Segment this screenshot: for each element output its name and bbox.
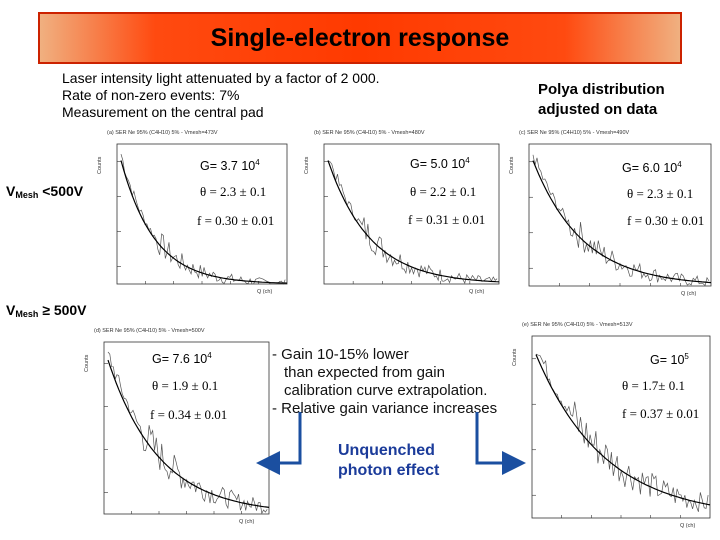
gain-a-exp: 4 xyxy=(255,158,260,167)
gain-c-base: G= 6.0 10 xyxy=(622,161,678,175)
plot-e-svg: Counts Q (ch) xyxy=(512,335,711,529)
gain-d: G= 7.6 104 xyxy=(152,351,212,366)
plot-e-fit-curve xyxy=(535,354,711,506)
plot-e-ylabel: Counts xyxy=(512,348,518,366)
gain-a-base: G= 3.7 10 xyxy=(200,159,256,173)
plot-d-fit-curve xyxy=(107,359,270,508)
vmesh-above-sub: Mesh xyxy=(15,309,39,319)
slide-title: Single-electron response xyxy=(210,23,510,52)
gain-b-exp: 4 xyxy=(465,156,470,165)
comments-block: - Gain 10-15% lower than expected from g… xyxy=(272,346,497,418)
ser-plot-c: (c) SER Ne 95% (C4H10) 5% - Vmesh=490V C… xyxy=(505,130,717,300)
gain-c: G= 6.0 104 xyxy=(622,160,682,175)
title-banner: Single-electron response xyxy=(38,12,682,64)
polya-line-2: adjusted on data xyxy=(538,101,658,118)
plot-e-header: (e) SER Ne 95% (C4H10) 5% - Vmesh=513V xyxy=(522,322,633,328)
theta-a: θ = 2.3 ± 0.1 xyxy=(200,184,267,199)
f-e: f = 0.37 ± 0.01 xyxy=(622,406,700,421)
plot-b-svg: Counts Q (ch) xyxy=(304,143,500,295)
theta-b: θ = 2.2 ± 0.1 xyxy=(410,184,477,199)
vmesh-above-rest: ≥ 500V xyxy=(38,302,87,318)
gain-e-exp: 5 xyxy=(684,352,689,361)
plot-d-ylabel: Counts xyxy=(84,354,90,372)
vmesh-above-label: VMesh ≥ 500V xyxy=(6,302,87,319)
f-c: f = 0.30 ± 0.01 xyxy=(627,213,705,228)
plot-c-xlabel: Q (ch) xyxy=(681,291,696,297)
plot-a-header: (a) SER Ne 95% (C4H10) 5% - Vmesh=473V xyxy=(107,130,218,136)
plot-c-ylabel: Counts xyxy=(509,156,515,174)
ser-plot-a: (a) SER Ne 95% (C4H10) 5% - Vmesh=473V C… xyxy=(93,130,293,298)
vmesh-below-sub: Mesh xyxy=(15,190,39,200)
plot-c-fit-curve xyxy=(532,160,712,284)
comment-line-2: than expected from gain xyxy=(284,364,445,381)
plot-a-svg: Counts Q (ch) xyxy=(97,143,288,295)
vmesh-below-rest: <500V xyxy=(38,183,84,199)
plot-d-histogram xyxy=(107,351,268,515)
plot-e-xlabel: Q (ch) xyxy=(680,523,695,529)
intro-line-2: Rate of non-zero events: 7% xyxy=(62,87,240,103)
plot-a-xlabel: Q (ch) xyxy=(257,289,272,295)
vmesh-below-label: VMesh <500V xyxy=(6,183,83,200)
f-d: f = 0.34 ± 0.01 xyxy=(150,407,228,422)
plot-a-ylabel: Counts xyxy=(97,156,103,174)
gain-d-exp: 4 xyxy=(207,351,212,360)
plot-d-header: (d) SER Ne 95% (C4H10) 5% - Vmesh=500V xyxy=(94,328,205,334)
ser-plot-d: (d) SER Ne 95% (C4H10) 5% - Vmesh=500V C… xyxy=(80,328,275,528)
plot-b-header: (b) SER Ne 95% (C4H10) 5% - Vmesh=480V xyxy=(314,130,425,136)
plot-b-ylabel: Counts xyxy=(304,156,310,174)
polya-note: Polya distribution adjusted on data xyxy=(538,80,665,120)
intro-text: Laser intensity light attenuated by a fa… xyxy=(62,70,380,121)
f-a: f = 0.30 ± 0.01 xyxy=(197,213,275,228)
unquenched-line-1: Unquenched xyxy=(338,442,435,459)
theta-c: θ = 2.3 ± 0.1 xyxy=(627,186,694,201)
vmesh-above-v: V xyxy=(6,302,16,318)
gain-e: G= 105 xyxy=(650,352,689,367)
gain-c-exp: 4 xyxy=(677,160,682,169)
gain-b-base: G= 5.0 10 xyxy=(410,157,466,171)
comment-line-4: - Relative gain variance increases xyxy=(272,400,498,417)
plot-e-histogram xyxy=(535,353,709,512)
plot-d-xlabel: Q (ch) xyxy=(239,519,254,525)
unquenched-line-2: photon effect xyxy=(338,462,440,479)
plot-d-svg: Counts Q (ch) xyxy=(84,341,270,525)
vmesh-below-v: V xyxy=(6,183,16,199)
f-b: f = 0.31 ± 0.01 xyxy=(408,212,486,227)
gain-a: G= 3.7 104 xyxy=(200,158,260,173)
gain-b: G= 5.0 104 xyxy=(410,156,470,171)
plot-b-fit-curve xyxy=(327,160,500,283)
gain-e-base: G= 10 xyxy=(650,353,685,367)
comment-line-3: calibration curve extrapolation. xyxy=(284,382,488,399)
polya-line-1: Polya distribution xyxy=(538,81,665,98)
plot-c-header: (c) SER Ne 95% (C4H10) 5% - Vmesh=490V xyxy=(519,130,630,136)
comment-line-1: - Gain 10-15% lower xyxy=(272,346,409,363)
theta-e: θ = 1.7± 0.1 xyxy=(622,378,685,393)
ser-plot-e: (e) SER Ne 95% (C4H10) 5% - Vmesh=513V C… xyxy=(508,322,716,532)
plot-b-xlabel: Q (ch) xyxy=(469,289,484,295)
theta-d: θ = 1.9 ± 0.1 xyxy=(152,378,219,393)
ser-plot-b: (b) SER Ne 95% (C4H10) 5% - Vmesh=480V C… xyxy=(300,130,505,298)
plot-c-svg: Counts Q (ch) xyxy=(509,143,712,297)
intro-line-3: Measurement on the central pad xyxy=(62,104,264,120)
arrow-left xyxy=(256,412,302,475)
arrow-right xyxy=(475,412,526,475)
gain-d-base: G= 7.6 10 xyxy=(152,352,208,366)
intro-line-1: Laser intensity light attenuated by a fa… xyxy=(62,70,380,86)
plot-a-fit-curve xyxy=(120,160,288,284)
unquenched-note: Unquenched photon effect xyxy=(338,441,439,481)
